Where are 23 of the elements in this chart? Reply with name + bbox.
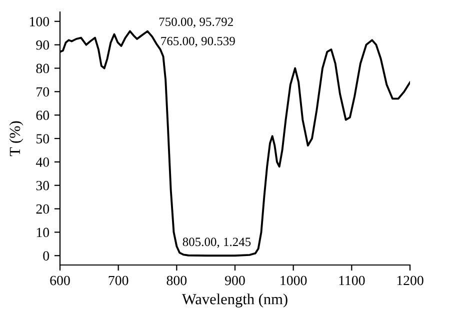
x-tick-label: 1200 [397, 276, 424, 286]
x-tick-label: 600 [50, 276, 70, 286]
x-tick-label: 1000 [280, 276, 307, 286]
x-tick-label: 1100 [339, 276, 365, 286]
annotation: 750.00, 95.792 [159, 18, 233, 28]
y-tick-label: 20 [36, 204, 50, 214]
y-tick-label: 80 [36, 64, 50, 74]
y-tick-label: 100 [30, 16, 50, 26]
y-tick-label: 90 [36, 40, 50, 50]
y-tick-label: 30 [36, 180, 50, 190]
y-axis-title: T (%) [9, 121, 24, 156]
y-tick-label: 60 [36, 110, 50, 120]
x-tick-label: 700 [108, 276, 128, 286]
annotation: 805.00, 1.245 [182, 238, 251, 248]
y-tick-label: 10 [36, 228, 50, 238]
y-tick-label: 0 [43, 251, 50, 261]
y-tick-label: 50 [36, 134, 50, 144]
annotation: 765.00, 90.539 [161, 36, 235, 48]
x-tick-label: 900 [225, 276, 245, 286]
y-tick-label: 70 [36, 87, 50, 97]
y-tick-label: 40 [36, 158, 50, 167]
x-tick-label: 800 [166, 276, 187, 286]
x-axis-title: Wavelength (nm) [182, 294, 288, 308]
